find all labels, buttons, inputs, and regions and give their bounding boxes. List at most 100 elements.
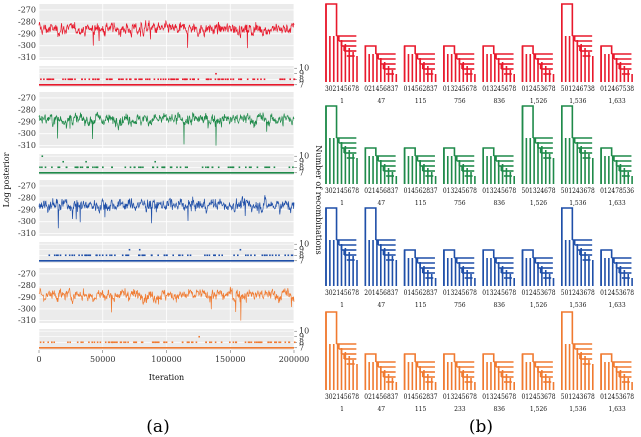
recomb-point [109, 254, 111, 257]
logpost-ytick-label: -290 [18, 117, 36, 126]
recomb-point [193, 78, 195, 81]
tree-branch [443, 147, 456, 184]
recomb-point [179, 254, 181, 257]
recomb-point [289, 78, 291, 81]
recomb-point [111, 341, 114, 344]
logpost-ytick-label: -290 [18, 205, 36, 214]
recomb-point [138, 254, 141, 257]
recomb-point [51, 78, 53, 81]
recomb-point [284, 254, 286, 257]
tree-branch [482, 45, 495, 82]
recomb-point [142, 254, 145, 257]
tree-frequency-count: 115 [415, 98, 427, 105]
recomb-point [105, 78, 108, 81]
recomb-point [232, 78, 235, 81]
recomb-point [248, 166, 251, 169]
recomb-point [140, 78, 142, 81]
recomb-point [181, 341, 184, 344]
recomb-point [256, 78, 259, 81]
tree-frequency-count: 1,536 [569, 98, 586, 105]
tree-frequency-count: 1 [340, 302, 344, 309]
recomb-point [279, 341, 282, 344]
tree-frequency-count: 47 [377, 98, 385, 105]
tree-branch [325, 105, 338, 184]
recomb-point [81, 166, 84, 169]
recomb-point [210, 341, 213, 344]
tree-branch [403, 249, 416, 286]
recomb-point [245, 166, 247, 169]
recomb-point [275, 254, 277, 257]
recomb-point [186, 341, 189, 344]
recomb-ytick-label: 8 [299, 163, 304, 172]
recomb-point [269, 254, 271, 257]
recomb-point [205, 341, 207, 344]
tree-leaf-labels: 014562837 [404, 392, 438, 401]
recomb-point [142, 166, 144, 169]
tree-leaf-labels: 021456837 [364, 186, 398, 195]
recomb-point [146, 78, 149, 81]
recomb-point [129, 78, 131, 81]
caption-a: (a) [146, 417, 169, 437]
recomb-point [58, 166, 61, 169]
recomb-point [55, 254, 58, 257]
recomb-point [188, 341, 190, 344]
tree-leaf-labels: 501243678 [561, 186, 595, 195]
recomb-point [64, 254, 67, 257]
recomb-point [170, 166, 173, 169]
recomb-point [279, 78, 281, 81]
logpost-ytick-label: -300 [18, 217, 36, 226]
logpost-ytick-label: -270 [18, 5, 36, 14]
recomb-point [288, 341, 290, 344]
recomb-point [186, 166, 188, 169]
recomb-point [179, 166, 182, 169]
recomb-point [250, 166, 252, 169]
recomb-point [260, 78, 262, 81]
tree-branch [325, 207, 338, 286]
tree-leaf-labels: 014562837 [404, 84, 438, 93]
tree-branch [600, 45, 613, 82]
panel-a-traces: -270-280-290-300-31010987-270-280-290-30… [2, 4, 323, 382]
tree-branch [364, 353, 377, 390]
recomb-point [235, 341, 237, 344]
logpost-trace [38, 195, 295, 229]
recomb-point [195, 341, 198, 344]
recomb-point [222, 78, 224, 81]
recomb-point [291, 254, 294, 257]
recomb-point [163, 166, 165, 169]
recomb-point [209, 341, 211, 344]
recomb-point [271, 254, 274, 257]
recomb-point [220, 341, 223, 344]
recomb-point [157, 254, 159, 257]
recomb-point [79, 166, 82, 169]
recomb-point [98, 254, 101, 257]
recomb-point [265, 166, 268, 169]
tree-branch [561, 311, 574, 390]
y-axis-label-left: Log posterior [2, 152, 11, 207]
recomb-point [119, 341, 122, 344]
logpost-ytick-label: -300 [18, 41, 36, 50]
recomb-point [292, 166, 294, 169]
tree-frequency-count: 1,633 [609, 200, 626, 207]
recomb-ytick-label: 10 [299, 152, 309, 161]
recomb-point [237, 254, 239, 257]
recomb-ytick-label: 9 [299, 332, 304, 341]
logpost-ytick-label: -310 [18, 53, 36, 62]
recomb-ytick-label: 7 [299, 80, 304, 89]
xtick-label: 150000 [215, 355, 246, 364]
recomb-point [208, 254, 211, 257]
tree-leaf-labels: 012453678 [522, 84, 556, 93]
tree-leaf-labels: 201456837 [364, 288, 398, 297]
recomb-point [164, 78, 167, 81]
recomb-point [244, 341, 247, 344]
tree-branch [482, 249, 495, 286]
recomb-point [122, 78, 124, 81]
tree-branch [364, 45, 377, 82]
recomb-point [148, 78, 151, 81]
recomb-point [116, 341, 118, 344]
recomb-point [156, 166, 159, 169]
recomb-point [110, 254, 113, 257]
recomb-point [293, 78, 295, 81]
recomb-point [84, 78, 86, 81]
recomb-point [258, 341, 261, 344]
recomb-point [51, 341, 53, 344]
